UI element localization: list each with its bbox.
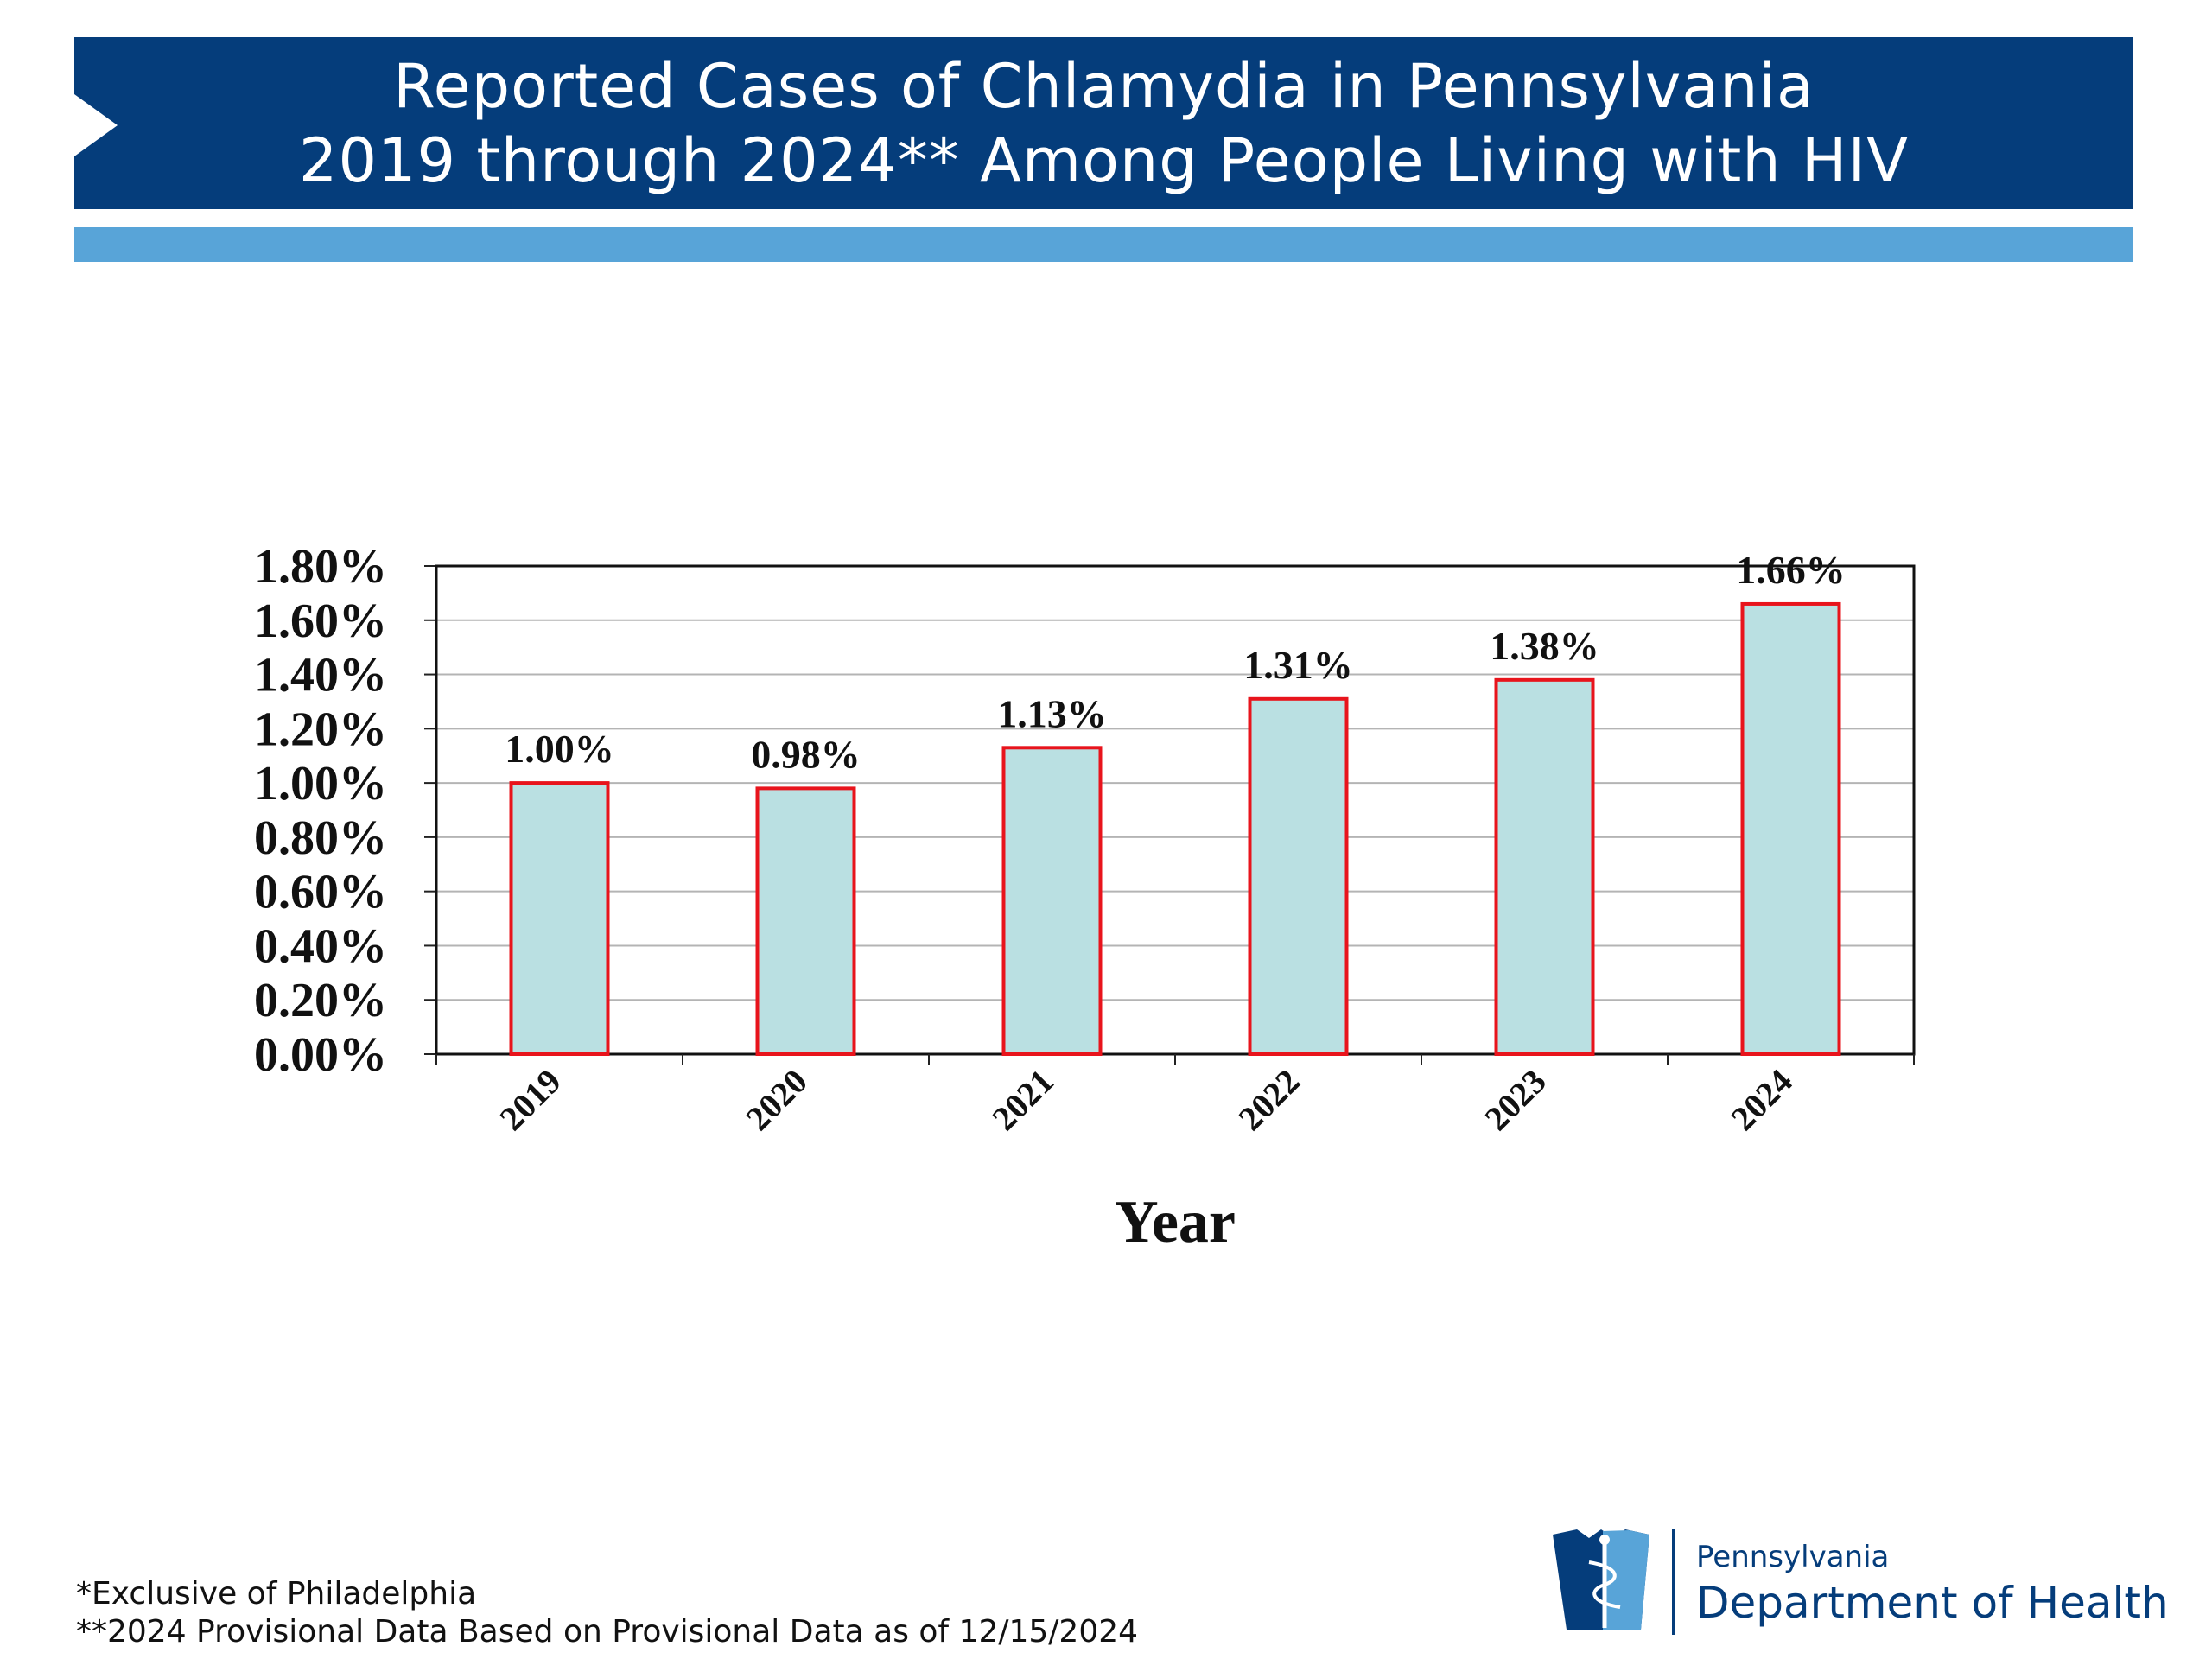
bar-2023 — [1494, 677, 1595, 1056]
pa-doh-logo: Pennsylvania Department of Health — [1551, 1528, 2169, 1640]
logo-department-name: Department of Health — [1696, 1578, 2169, 1628]
x-tick-label: 2019 — [492, 1062, 568, 1138]
x-tick-label: 2024 — [1723, 1062, 1799, 1138]
bar-2020 — [755, 786, 856, 1057]
y-tick-label: 0.00% — [254, 1028, 387, 1082]
data-label-2020: 0.98% — [751, 732, 861, 776]
bar-2022 — [1248, 696, 1349, 1056]
footnote-2: **2024 Provisional Data Based on Provisi… — [76, 1614, 1139, 1649]
x-tick-label: 2023 — [1477, 1062, 1553, 1138]
x-tick-label: 2021 — [984, 1062, 1060, 1138]
logo-divider — [1672, 1529, 1675, 1635]
bar-2024 — [1740, 601, 1841, 1056]
title-line-1: Reported Cases of Chlamydia in Pennsylva… — [393, 50, 1815, 122]
footnote-1: *Exclusive of Philadelphia — [76, 1576, 477, 1611]
data-label-2022: 1.31% — [1243, 643, 1353, 687]
y-tick-label: 0.20% — [254, 974, 387, 1027]
y-tick-label: 1.40% — [254, 649, 387, 702]
y-tick-label: 0.80% — [254, 811, 387, 865]
y-tick-label: 1.20% — [254, 702, 387, 756]
x-tick-label: 2020 — [738, 1062, 814, 1138]
banner-notch — [74, 94, 118, 156]
title-line-2: 2019 through 2024** Among People Living … — [298, 124, 1910, 196]
data-label-2023: 1.38% — [1490, 624, 1599, 668]
y-tick-label: 1.00% — [254, 757, 387, 810]
bar-2019 — [509, 781, 610, 1056]
title-banner: Reported Cases of Chlamydia in Pennsylva… — [74, 37, 2133, 209]
data-label-2019: 1.00% — [505, 727, 614, 771]
accent-bar — [74, 227, 2133, 262]
footnotes: *Exclusive of Philadelphia **2024 Provis… — [76, 1575, 1138, 1651]
x-axis-title: Year — [1115, 1189, 1236, 1255]
plot-border — [435, 564, 1916, 1056]
data-label-2024: 1.66% — [1736, 548, 1846, 592]
keystone-caduceus-icon — [1553, 1529, 1649, 1630]
y-tick-label: 1.60% — [254, 594, 387, 648]
y-tick-label: 0.60% — [254, 866, 387, 919]
y-tick-label: 0.40% — [254, 919, 387, 973]
x-tick-label: 2022 — [1230, 1062, 1306, 1138]
bar-2021 — [1001, 746, 1103, 1056]
logo-state-name: Pennsylvania — [1696, 1540, 1890, 1574]
data-label-2021: 1.13% — [997, 691, 1107, 735]
y-tick-label: 1.80% — [254, 540, 387, 594]
